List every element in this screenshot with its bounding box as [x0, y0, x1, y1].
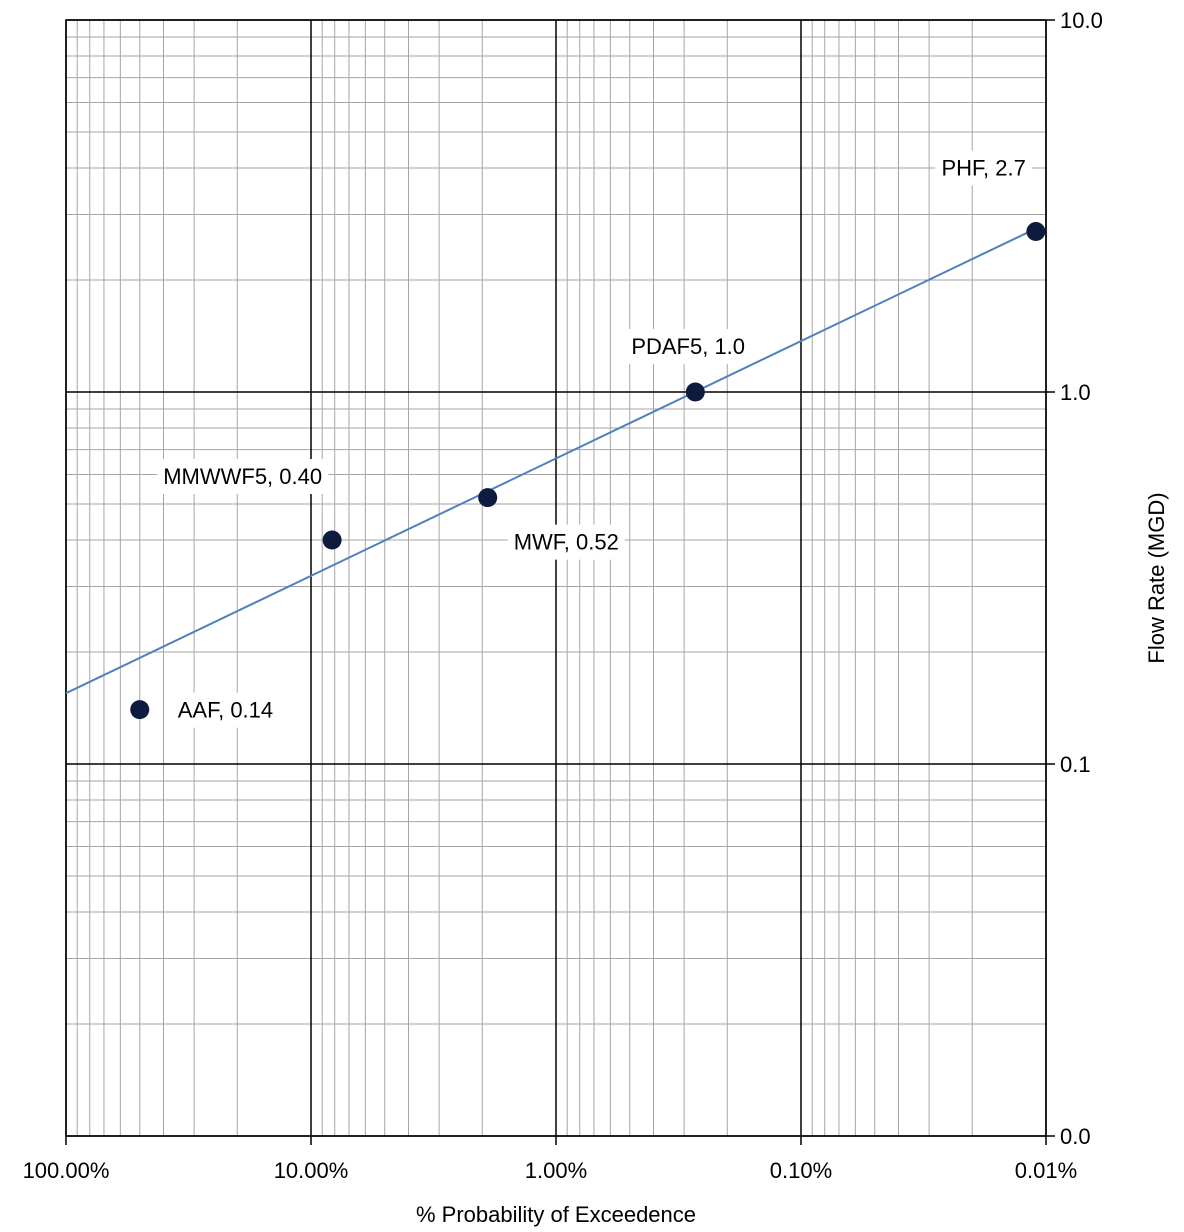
trendline-group — [65, 227, 1037, 695]
point-label: PHF, 2.7 — [941, 156, 1025, 181]
point-label: AAF, 0.14 — [178, 698, 273, 723]
point-label-background — [171, 692, 280, 728]
point-label: MWF, 0.52 — [514, 530, 619, 555]
x-axis-title: % Probability of Exceedence — [416, 1202, 696, 1227]
x-tick-label: 10.00% — [274, 1158, 349, 1183]
point-label-background — [507, 524, 625, 560]
data-point — [478, 488, 498, 508]
data-point — [685, 382, 705, 402]
point-label: MMWWF5, 0.40 — [163, 464, 322, 489]
y-tick-label: 0.1 — [1060, 752, 1091, 777]
y-tick-label: 1.0 — [1060, 380, 1091, 405]
data-point — [322, 530, 342, 550]
point-label: PDAF5, 1.0 — [631, 334, 745, 359]
x-tick-label: 1.00% — [525, 1158, 587, 1183]
x-tick-label: 0.01% — [1015, 1158, 1077, 1183]
y-tick-label: 10.0 — [1060, 8, 1103, 33]
data-point — [1026, 222, 1046, 242]
x-tick-labels: 100.00% 10.00% 1.00% 0.10% 0.01% — [23, 1136, 1077, 1183]
data-points — [130, 222, 1046, 720]
x-tick-label: 0.10% — [770, 1158, 832, 1183]
point-label-background — [157, 459, 329, 495]
minor-grid — [66, 20, 1046, 1136]
y-axis-title: Flow Rate (MGD) — [1144, 492, 1169, 663]
x-tick-label: 100.00% — [23, 1158, 110, 1183]
trendline — [65, 227, 1037, 695]
y-tick-labels: 10.0 1.0 0.1 0.0 — [1046, 8, 1103, 1149]
major-grid — [65, 19, 1047, 1137]
point-label-background — [935, 150, 1032, 186]
point-labels: AAF, 0.14 MMWWF5, 0.40 MWF, 0.52 PDAF5, 1.0… — [157, 150, 1032, 728]
y-tick-label: 0.0 — [1060, 1124, 1091, 1149]
data-point — [130, 700, 150, 720]
point-label-background — [625, 329, 752, 364]
